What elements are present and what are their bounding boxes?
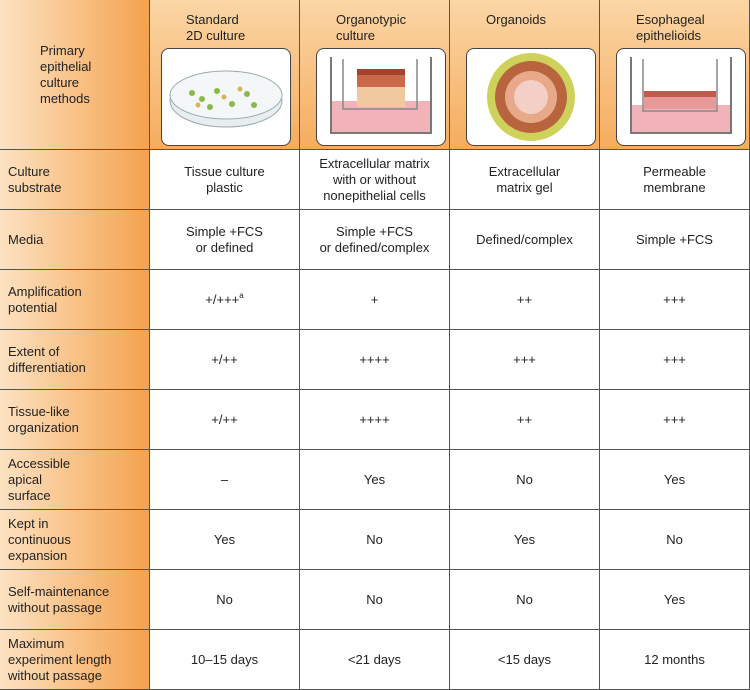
- cell-text: +/+++: [205, 291, 240, 307]
- row-label: Extent of differentiation: [0, 330, 150, 390]
- cell: 12 months: [600, 630, 750, 690]
- corner-header: Primary epithelial culture methods: [0, 0, 150, 150]
- cell: Tissue culture plastic: [150, 150, 300, 210]
- petri-dish-illustration: [161, 48, 291, 146]
- footnote-mark: a: [239, 290, 244, 300]
- cell: Permeable membrane: [600, 150, 750, 210]
- cell: No: [300, 570, 450, 630]
- cell: –: [150, 450, 300, 510]
- cell: ++++: [300, 330, 450, 390]
- cell: +++: [600, 330, 750, 390]
- cell: <15 days: [450, 630, 600, 690]
- cell: No: [600, 510, 750, 570]
- row-label: Self-maintenance without passage: [0, 570, 150, 630]
- cell: Simple +FCS or defined/complex: [300, 210, 450, 270]
- row-label: Accessible apical surface: [0, 450, 150, 510]
- cell: ++: [450, 270, 600, 330]
- cell: +/++: [150, 330, 300, 390]
- epithelioid-illustration: [616, 48, 746, 146]
- cell: No: [300, 510, 450, 570]
- cell: Defined/complex: [450, 210, 600, 270]
- cell: No: [150, 570, 300, 630]
- cell: No: [450, 450, 600, 510]
- cell: +: [300, 270, 450, 330]
- cell: +++: [600, 270, 750, 330]
- cell: +++: [450, 330, 600, 390]
- cell: Yes: [600, 570, 750, 630]
- cell: Yes: [150, 510, 300, 570]
- cell: Simple +FCS or defined: [150, 210, 300, 270]
- cell: 10–15 days: [150, 630, 300, 690]
- cell: Yes: [300, 450, 450, 510]
- cell: <21 days: [300, 630, 450, 690]
- cell: No: [450, 570, 600, 630]
- cell: +++: [600, 390, 750, 450]
- cell: Extracellular matrix gel: [450, 150, 600, 210]
- cell: Yes: [450, 510, 600, 570]
- organoid-illustration: [466, 48, 596, 146]
- cell: Simple +FCS: [600, 210, 750, 270]
- cell: +/+++a: [150, 270, 300, 330]
- row-label: Culture substrate: [0, 150, 150, 210]
- cell: ++: [450, 390, 600, 450]
- row-label: Kept in continuous expansion: [0, 510, 150, 570]
- row-label: Amplification potential: [0, 270, 150, 330]
- organotypic-illustration: [316, 48, 446, 146]
- row-label: Tissue-like organization: [0, 390, 150, 450]
- row-label: Maximum experiment length without passag…: [0, 630, 150, 690]
- row-label: Media: [0, 210, 150, 270]
- cell: +/++: [150, 390, 300, 450]
- cell: Extracellular matrix with or without non…: [300, 150, 450, 210]
- cell: ++++: [300, 390, 450, 450]
- cell: Yes: [600, 450, 750, 510]
